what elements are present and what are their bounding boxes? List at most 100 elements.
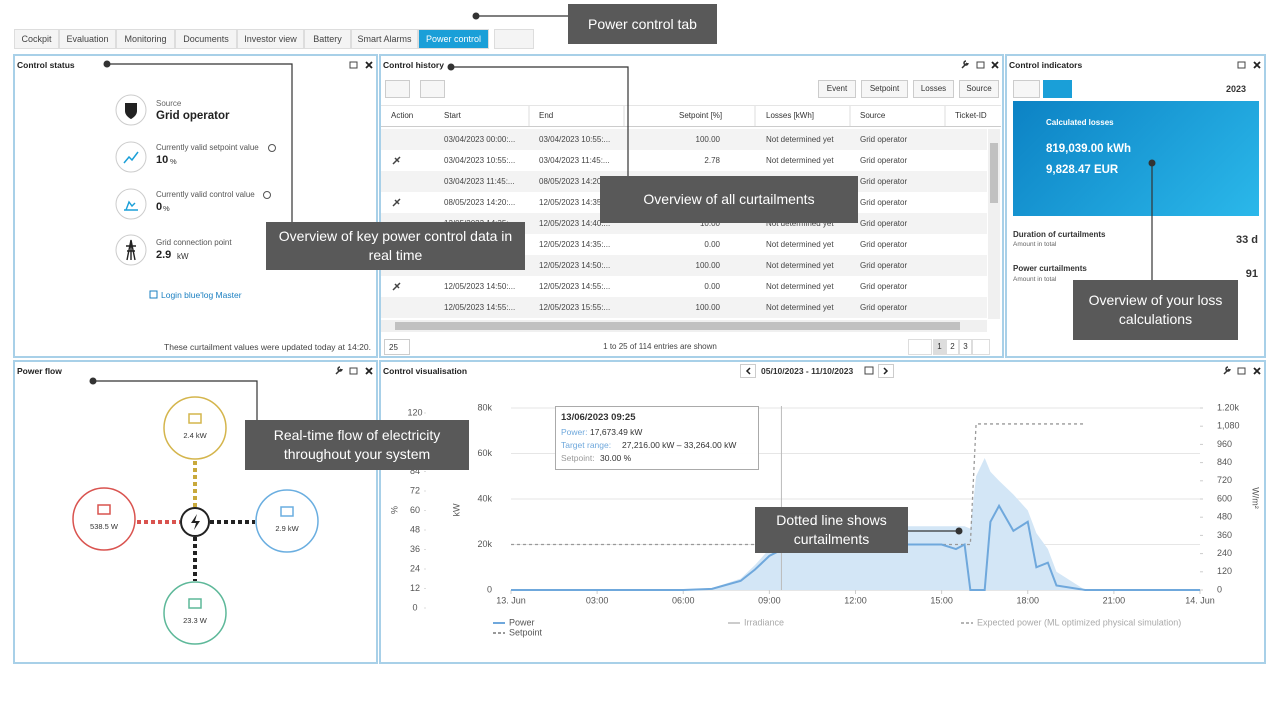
- filter-label[interactable]: Losses: [920, 84, 947, 93]
- shield-icon: [125, 103, 137, 119]
- close-icon: [1253, 367, 1261, 375]
- cell: Grid operator: [860, 303, 908, 312]
- connector-dot: [89, 377, 97, 385]
- column-header[interactable]: Losses [kWh]: [766, 111, 815, 120]
- page-number[interactable]: 2: [950, 342, 955, 351]
- y3-tick-label: 60: [410, 505, 420, 515]
- table-row-stripe: [381, 129, 987, 150]
- pager-prev[interactable]: [908, 339, 932, 355]
- tab[interactable]: Cockpit: [14, 29, 59, 49]
- login-link[interactable]: Login blue'log Master: [161, 290, 242, 300]
- tab[interactable]: Investor view: [237, 29, 304, 49]
- tab[interactable]: Evaluation: [59, 29, 116, 49]
- cell: Not determined yet: [766, 156, 834, 165]
- column-header[interactable]: Action: [391, 111, 414, 120]
- legend-label: Setpoint: [509, 627, 543, 637]
- tab-label[interactable]: Battery: [313, 33, 342, 44]
- add-tab-button[interactable]: [494, 29, 534, 49]
- label: Grid connection point: [156, 238, 232, 247]
- page-size[interactable]: 25: [389, 343, 398, 352]
- close-icon: [991, 61, 999, 69]
- y3-tick-label: 48: [410, 524, 420, 534]
- unit: kW: [177, 252, 189, 261]
- column-header[interactable]: End: [539, 111, 554, 120]
- control-icon: [124, 200, 138, 211]
- y2-tick-label: 600: [1217, 493, 1232, 503]
- node-icon: [188, 598, 202, 609]
- cell: 12/05/2023 15:55:...: [539, 303, 611, 312]
- cell: 12/05/2023 14:50:...: [539, 261, 611, 270]
- tab[interactable]: Power control: [418, 29, 489, 49]
- panel: [1005, 54, 1266, 358]
- y2-tick-label: 720: [1217, 475, 1232, 485]
- y-tick-label: 20k: [477, 539, 492, 549]
- calendar-year-button[interactable]: [1043, 80, 1072, 98]
- toolbar-button[interactable]: [420, 80, 445, 98]
- flow-value: 538.5 W: [90, 522, 118, 531]
- calendar-icon: [864, 366, 874, 375]
- page-button[interactable]: 1: [933, 339, 946, 355]
- tooltip-value: 30.00 %: [600, 453, 632, 463]
- filter-button[interactable]: Event: [818, 80, 856, 98]
- page-button[interactable]: 2: [946, 339, 959, 355]
- page-button[interactable]: 3: [959, 339, 972, 355]
- page-size-select[interactable]: 25: [384, 339, 410, 355]
- panel: [13, 360, 378, 664]
- date-next[interactable]: [878, 364, 894, 378]
- x-tick-label: 09:00: [758, 595, 781, 605]
- tab-label[interactable]: Investor view: [244, 33, 297, 44]
- node-icon: [97, 504, 111, 515]
- indicator-label: Power curtailments: [1013, 264, 1087, 273]
- y3-tick-label: 24: [410, 563, 420, 573]
- filter-label[interactable]: Event: [826, 84, 848, 93]
- toolbar-button[interactable]: [385, 80, 410, 98]
- scroll-thumb: [990, 143, 998, 203]
- y3-tick-label: 120: [407, 407, 422, 417]
- column-header[interactable]: Ticket-ID: [955, 111, 987, 120]
- tab-label[interactable]: Power control: [425, 33, 482, 44]
- info-icon: [268, 144, 276, 152]
- indicator-sub: Amount in total: [1013, 276, 1057, 283]
- date-prev[interactable]: [740, 364, 756, 378]
- y-tick-label: 80k: [477, 402, 492, 412]
- tab-label[interactable]: Documents: [183, 33, 229, 44]
- pager-next[interactable]: [972, 339, 990, 355]
- indicator-label: Duration of curtailments: [1013, 230, 1106, 239]
- tab-label[interactable]: Monitoring: [124, 33, 167, 44]
- page-number[interactable]: 3: [963, 342, 968, 351]
- value: 10: [156, 154, 169, 166]
- column-header[interactable]: Setpoint [%]: [679, 111, 723, 120]
- window-icon: [1237, 367, 1246, 375]
- filter-button[interactable]: Setpoint: [861, 80, 908, 98]
- x-tick-label: 14. Jun: [1185, 595, 1215, 605]
- callout: Overview of all curtailments: [600, 176, 858, 223]
- calendar-day-button[interactable]: [1013, 80, 1040, 98]
- filter-label[interactable]: Source: [966, 84, 992, 93]
- tab[interactable]: Battery: [304, 29, 351, 49]
- label: Currently valid setpoint value: [156, 143, 259, 152]
- cell: 12/05/2023 14:55:...: [444, 303, 516, 312]
- cell: 08/05/2023 14:20:...: [444, 198, 516, 207]
- cell: 08/05/2023 14:20:...: [539, 177, 611, 186]
- tab[interactable]: Documents: [175, 29, 237, 49]
- tab[interactable]: Smart Alarms: [351, 29, 418, 49]
- tab-label[interactable]: Evaluation: [66, 33, 109, 44]
- tab-label[interactable]: Smart Alarms: [357, 33, 412, 44]
- cell: Not determined yet: [766, 303, 834, 312]
- column-header[interactable]: Source: [860, 111, 886, 120]
- filter-button[interactable]: Losses: [913, 80, 954, 98]
- tab[interactable]: Monitoring: [116, 29, 175, 49]
- cell: 12/05/2023 14:35:...: [539, 198, 611, 207]
- filter-button[interactable]: Source: [959, 80, 999, 98]
- column-header[interactable]: Start: [444, 111, 461, 120]
- value: Grid operator: [156, 110, 230, 122]
- callout: Dotted line shows curtailments: [755, 507, 908, 553]
- tab-label[interactable]: Cockpit: [21, 33, 52, 44]
- panel-title: Control history: [383, 60, 444, 70]
- cell: Not determined yet: [766, 240, 834, 249]
- connector: [93, 380, 258, 420]
- connector-dot: [472, 12, 480, 20]
- filter-label[interactable]: Setpoint: [869, 84, 900, 93]
- close-icon: [365, 61, 373, 69]
- page-number[interactable]: 1: [937, 342, 942, 351]
